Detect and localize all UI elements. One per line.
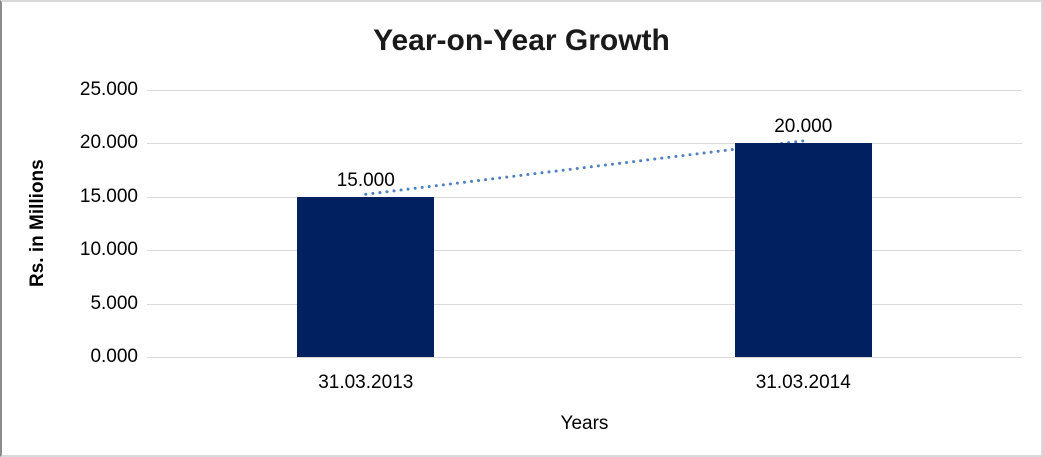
y-tick-label: 0.000 bbox=[90, 346, 138, 367]
chart-title: Year-on-Year Growth bbox=[373, 24, 670, 57]
trendline bbox=[364, 139, 805, 196]
gridline bbox=[147, 196, 1022, 198]
y-tick-label: 5.000 bbox=[90, 292, 138, 314]
y-axis-tick-labels: 0.000 5.000 10.000 15.000 20.000 25.000 bbox=[2, 79, 138, 367]
gridline bbox=[147, 303, 1022, 305]
gridline bbox=[147, 143, 1022, 145]
x-axis-title: Years bbox=[560, 413, 609, 434]
gridline bbox=[147, 90, 1022, 91]
bar-value-label: 15.000 bbox=[336, 169, 395, 191]
x-tick-label: 31.03.2013 bbox=[318, 372, 414, 393]
gridline bbox=[147, 357, 1022, 358]
y-tick-label: 25.000 bbox=[79, 79, 138, 100]
y-tick-label: 20.000 bbox=[79, 132, 138, 154]
y-tick-label: 10.000 bbox=[79, 239, 138, 261]
y-tick-label: 15.000 bbox=[79, 185, 138, 207]
bar-value-label: 20.000 bbox=[774, 116, 833, 138]
bar-31.03.2014[interactable] bbox=[734, 143, 872, 357]
x-tick-label: 31.03.2014 bbox=[755, 372, 851, 393]
x-axis-tick-labels: 31.03.2013 31.03.2014 bbox=[147, 372, 1022, 396]
plot-area: 15.000 20.000 bbox=[147, 90, 1022, 358]
bar-31.03.2013[interactable] bbox=[297, 196, 435, 357]
gridline bbox=[147, 250, 1022, 252]
